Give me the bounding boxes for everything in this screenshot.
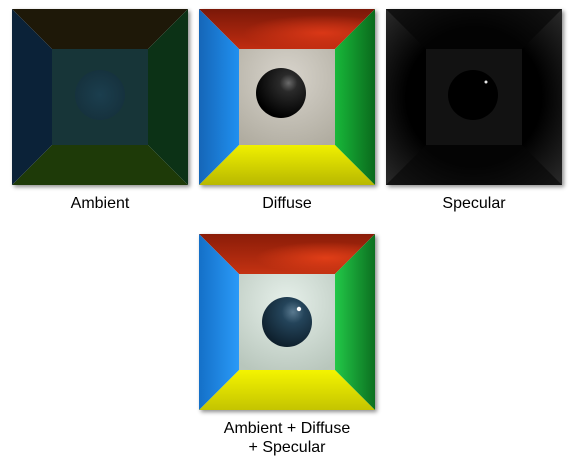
left-wall <box>199 9 239 185</box>
right-wall <box>335 234 375 410</box>
sphere <box>448 70 498 120</box>
specular-render-panel <box>386 9 562 185</box>
floor <box>12 145 188 185</box>
diffuse-scene <box>199 9 375 185</box>
combined-caption: Ambient + Diffuse + Specular <box>189 419 385 457</box>
combined-caption-line1: Ambient + Diffuse <box>223 420 351 437</box>
right-wall <box>335 9 375 185</box>
specular-highlight <box>296 306 302 312</box>
left-wall <box>12 9 52 185</box>
diffuse-render-panel <box>199 9 375 185</box>
floor <box>199 145 375 185</box>
ceiling <box>12 9 188 49</box>
ceiling-glow <box>199 9 375 49</box>
diffuse-caption: Diffuse <box>262 195 312 212</box>
sphere <box>75 70 125 120</box>
combined-caption-line2: + Specular <box>248 439 326 456</box>
ambient-scene <box>12 9 188 185</box>
ceiling-glow <box>199 234 375 274</box>
combined-scene <box>199 234 375 410</box>
floor <box>199 370 375 410</box>
left-wall <box>199 234 239 410</box>
combined-render-panel <box>199 234 375 410</box>
sphere <box>256 68 306 118</box>
ambient-caption: Ambient <box>70 195 130 212</box>
specular-scene <box>386 9 562 185</box>
sphere <box>262 297 312 347</box>
ceiling <box>386 9 562 49</box>
ambient-render-panel <box>12 9 188 185</box>
specular-caption: Specular <box>442 195 506 212</box>
floor <box>386 145 562 185</box>
specular-highlight <box>484 80 488 84</box>
right-wall <box>148 9 188 185</box>
